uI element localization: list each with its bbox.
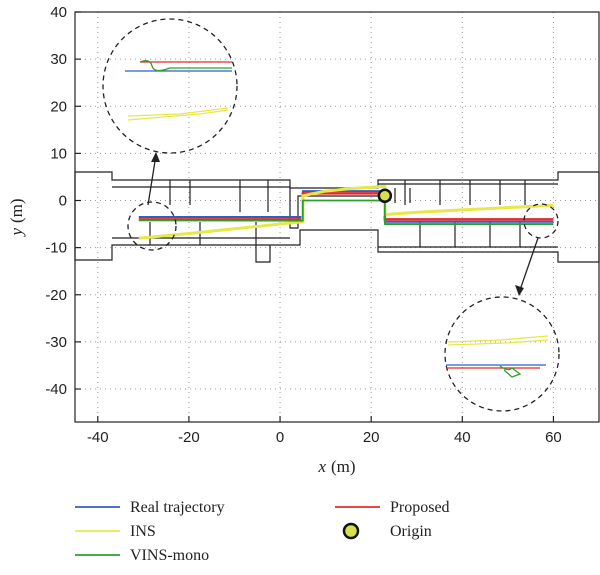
series-line-proposed (138, 192, 554, 221)
zoom-circle-west-small (127, 201, 177, 251)
y-tick-label: 30 (50, 51, 67, 68)
zoom-circle-west-large (102, 18, 238, 154)
x-tick-label: -40 (87, 429, 109, 446)
x-tick-label: 0 (276, 429, 284, 446)
y-tick-label: 20 (50, 98, 67, 115)
legend-item-proposed: Proposed (335, 499, 450, 516)
legend-item-real-trajectory: Real trajectory (75, 499, 225, 516)
zoom-arrow-east (519, 237, 539, 291)
legend-item-ins: INS (75, 523, 156, 540)
zoom-callout-west (102, 18, 238, 251)
y-tick-label: -20 (45, 287, 67, 304)
series-line-vins-mono (138, 199, 554, 225)
zoom-arrowhead-east (515, 285, 524, 296)
x-axis-var: x (317, 457, 326, 476)
y-tick-label: -10 (45, 240, 67, 257)
plot-frame (74, 11, 600, 423)
series-line-ins (138, 184, 554, 240)
legend-item-origin: Origin (342, 522, 432, 540)
x-axis-unit: (m) (331, 457, 356, 476)
origin-marker (377, 188, 393, 204)
x-tick-label: 20 (363, 429, 380, 446)
zoom-detail-east (446, 335, 549, 378)
y-axis-label: y (m) (7, 198, 26, 237)
zoom-circle-east-large (444, 296, 560, 412)
y-tick-label: -30 (45, 334, 67, 351)
series-line-real-trajectory (138, 190, 554, 223)
legend-item-vins-mono: VINS-mono (75, 547, 209, 564)
y-tick-label: -40 (45, 381, 67, 398)
legend-swatch (342, 522, 360, 540)
floor-plan-rooms (149, 180, 526, 263)
legend: Real trajectory Proposed INS Origin VINS-mon… (75, 499, 450, 564)
y-tick-label: 0 (59, 193, 67, 210)
legend-label: Origin (390, 523, 432, 540)
legend-label: Real trajectory (130, 499, 225, 516)
floor-plan-corridor-east (378, 183, 558, 248)
legend-label: VINS-mono (130, 547, 209, 564)
floor-plan-stair (289, 188, 378, 229)
y-tick-label: 10 (50, 145, 67, 162)
x-tick-label: 60 (545, 429, 562, 446)
zoom-circle-east-small (523, 203, 559, 239)
x-axis-label: x (m) (317, 457, 355, 476)
axis-ticks: -40 -20 0 20 40 60 40 30 20 10 0 -10 -20 -30 -40 (45, 4, 561, 446)
zoom-callout-east (444, 203, 560, 412)
x-tick-label: -20 (178, 429, 200, 446)
series-layer (138, 184, 554, 240)
y-tick-label: 40 (50, 4, 67, 21)
zoom-detail-west (125, 60, 232, 121)
origin-layer (377, 188, 393, 204)
x-tick-label: 40 (454, 429, 471, 446)
y-axis-var: y (7, 228, 26, 238)
legend-label: INS (130, 523, 156, 540)
y-axis-unit: (m) (7, 198, 26, 223)
zoom-arrow-west (147, 154, 157, 206)
zoom-arrowhead-west (151, 152, 160, 162)
legend-label: Proposed (390, 499, 450, 516)
